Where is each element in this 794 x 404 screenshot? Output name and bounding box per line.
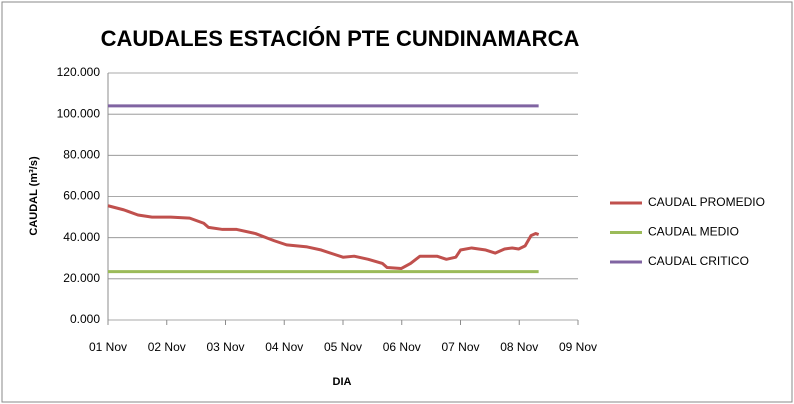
y-tick-label: 80.000 <box>63 148 100 162</box>
y-axis-title: CAUDAL (m³/s) <box>28 156 40 236</box>
chart-title: CAUDALES ESTACIÓN PTE CUNDINAMARCA <box>101 26 580 51</box>
series-line <box>107 204 540 271</box>
x-tick-label: 09 Nov <box>559 340 597 354</box>
x-axis-title: DIA <box>333 376 352 388</box>
x-tick-label: 07 Nov <box>441 340 479 354</box>
y-tick-label: 100.000 <box>57 106 101 120</box>
y-tick-label: 40.000 <box>63 230 100 244</box>
y-tick-label: 0.000 <box>70 312 100 326</box>
x-tick-label: 06 Nov <box>383 340 421 354</box>
legend-label: CAUDAL CRITICO <box>648 254 749 268</box>
y-tick-label: 20.000 <box>63 271 100 285</box>
legend-label: CAUDAL PROMEDIO <box>648 195 765 209</box>
y-tick-label: 60.000 <box>63 189 100 203</box>
x-tick-label: 04 Nov <box>265 340 303 354</box>
x-tick-label: 03 Nov <box>206 340 244 354</box>
x-tick-label: 01 Nov <box>89 340 127 354</box>
legend-label: CAUDAL MEDIO <box>648 225 739 239</box>
y-tick-label: 120.000 <box>57 65 101 79</box>
x-tick-label: 02 Nov <box>148 340 186 354</box>
x-tick-label: 05 Nov <box>324 340 362 354</box>
x-tick-label: 08 Nov <box>500 340 538 354</box>
